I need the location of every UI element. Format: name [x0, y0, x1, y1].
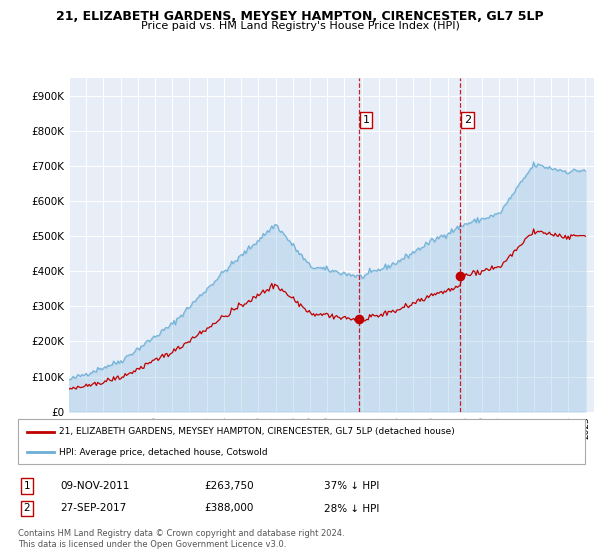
Text: Price paid vs. HM Land Registry's House Price Index (HPI): Price paid vs. HM Land Registry's House … [140, 21, 460, 31]
Text: 27-SEP-2017: 27-SEP-2017 [60, 503, 126, 514]
Text: HPI: Average price, detached house, Cotswold: HPI: Average price, detached house, Cots… [59, 448, 268, 457]
Text: 1: 1 [23, 481, 31, 491]
Text: £388,000: £388,000 [204, 503, 253, 514]
Text: 2: 2 [464, 115, 471, 125]
Text: 21, ELIZABETH GARDENS, MEYSEY HAMPTON, CIRENCESTER, GL7 5LP (detached house): 21, ELIZABETH GARDENS, MEYSEY HAMPTON, C… [59, 427, 455, 436]
Text: £263,750: £263,750 [204, 481, 254, 491]
Text: 37% ↓ HPI: 37% ↓ HPI [324, 481, 379, 491]
Text: 1: 1 [362, 115, 370, 125]
Text: 09-NOV-2011: 09-NOV-2011 [60, 481, 130, 491]
Text: 21, ELIZABETH GARDENS, MEYSEY HAMPTON, CIRENCESTER, GL7 5LP: 21, ELIZABETH GARDENS, MEYSEY HAMPTON, C… [56, 10, 544, 22]
Text: Contains HM Land Registry data © Crown copyright and database right 2024.
This d: Contains HM Land Registry data © Crown c… [18, 529, 344, 549]
Text: 28% ↓ HPI: 28% ↓ HPI [324, 503, 379, 514]
Text: 2: 2 [23, 503, 31, 514]
